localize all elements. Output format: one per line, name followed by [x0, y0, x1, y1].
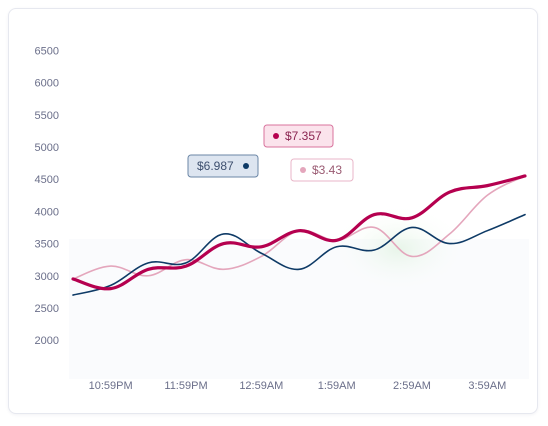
x-tick-label: 11:59PM — [164, 380, 207, 392]
x-tick-label: 3:59AM — [468, 380, 506, 392]
y-tick-label: 2500 — [35, 303, 59, 315]
tooltip-label: $3.43 — [312, 163, 342, 177]
tooltip-label: $6.987 — [197, 159, 234, 173]
x-tick-label: 10:59PM — [89, 380, 133, 392]
x-tick-label: 12:59AM — [239, 380, 283, 392]
y-tick-label: 5500 — [35, 110, 59, 122]
tooltip: $6.987 — [187, 154, 259, 178]
x-tick-label: 1:59AM — [318, 380, 356, 392]
tooltip: $7.357 — [263, 124, 334, 148]
y-tick-label: 5000 — [35, 142, 59, 154]
x-tick-label: 2:59AM — [393, 380, 431, 392]
tooltip-dot — [273, 133, 279, 139]
tooltip-label: $7.357 — [285, 129, 322, 143]
tooltip-box — [290, 158, 354, 182]
tooltip: $3.43 — [290, 158, 354, 182]
y-tick-label: 6000 — [35, 78, 59, 90]
tooltip-box — [187, 154, 259, 178]
tooltip-box — [263, 124, 334, 148]
chart-card: 2000 2500 3000 3500 4000 4500 5000 5500 6000 6500… — [8, 8, 538, 414]
y-axis: 2000 2500 3000 3500 4000 4500 5000 5500 6000 6500 — [35, 45, 59, 347]
y-tick-label: 2000 — [35, 335, 59, 347]
y-tick-label: 4000 — [35, 206, 59, 218]
series-line — [72, 213, 526, 296]
tooltip-dot — [243, 163, 249, 169]
line-chart: 2000 2500 3000 3500 4000 4500 5000 5500 6000 6500… — [35, 45, 529, 392]
y-tick-label: 4500 — [35, 174, 59, 186]
tooltip-dot — [300, 167, 306, 173]
tooltips: $6.987 $7.357 $3.43 — [187, 124, 354, 182]
series-line — [71, 174, 527, 291]
x-axis: 10:59PM 11:59PM 12:59AM 1:59AM 2:59AM 3:59AM — [89, 380, 507, 392]
series-lines — [71, 174, 527, 296]
y-tick-label: 6500 — [35, 45, 59, 57]
y-tick-label: 3500 — [35, 239, 59, 251]
y-tick-label: 3000 — [35, 271, 59, 283]
